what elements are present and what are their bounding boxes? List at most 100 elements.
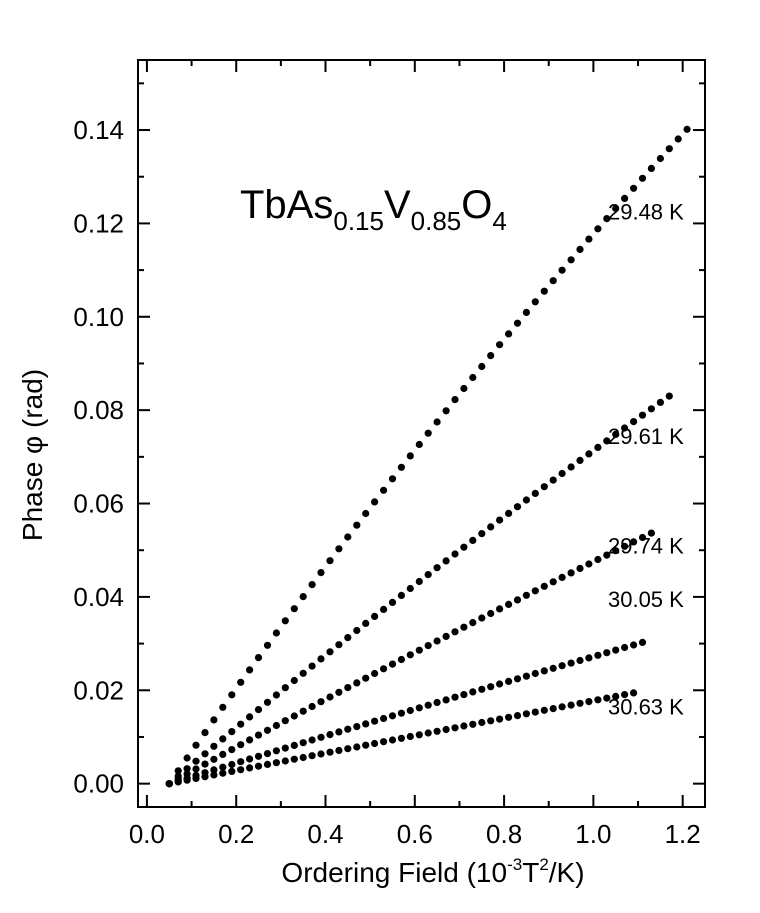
data-point [558, 266, 566, 274]
data-point [612, 692, 620, 701]
data-point [674, 135, 682, 143]
series-1 [165, 392, 673, 788]
data-point [344, 533, 352, 541]
data-point [317, 733, 325, 741]
y-tick-label: 0.08 [73, 395, 124, 425]
data-point [558, 662, 566, 670]
data-point [638, 174, 647, 182]
data-point [228, 746, 236, 754]
xlabel-mid: T [522, 857, 539, 888]
data-point [344, 725, 352, 733]
data-point [246, 666, 254, 674]
data-point [585, 654, 593, 662]
data-point [380, 665, 388, 673]
data-point [442, 632, 450, 641]
data-point [442, 557, 450, 565]
xlabel-sup1: -3 [507, 855, 522, 874]
data-point [576, 656, 584, 665]
series-3 [165, 638, 647, 788]
data-point [621, 691, 629, 699]
data-point [183, 754, 191, 762]
data-point [219, 763, 227, 771]
data-point [397, 655, 405, 664]
data-point [487, 352, 495, 360]
data-point [219, 769, 227, 777]
data-point [567, 701, 575, 709]
data-point [513, 712, 522, 720]
data-point [612, 430, 620, 438]
data-point [308, 736, 316, 744]
data-point [362, 720, 370, 728]
data-point [594, 696, 602, 704]
data-point [380, 738, 388, 746]
data-point [522, 710, 531, 718]
plot-frame [137, 59, 706, 808]
data-point [371, 612, 379, 621]
data-point [388, 475, 397, 483]
data-point [424, 729, 432, 737]
data-point [531, 587, 539, 595]
x-tick-label: 0.8 [486, 819, 522, 849]
data-point [228, 760, 236, 769]
data-point [254, 654, 263, 662]
data-point [263, 726, 272, 734]
title-end: O [461, 183, 492, 227]
data-point [469, 619, 477, 627]
x-axis-label: Ordering Field (10-3T2/K) [281, 855, 584, 888]
data-point [576, 699, 584, 707]
data-point [237, 741, 245, 749]
data-point [397, 709, 405, 717]
data-point [290, 712, 298, 720]
data-point [603, 694, 611, 702]
data-point [299, 707, 307, 715]
data-point [638, 533, 647, 542]
data-point [415, 646, 423, 654]
data-point [335, 641, 343, 649]
data-point [522, 672, 531, 680]
data-point [469, 373, 477, 382]
data-point [326, 693, 334, 701]
data-point [567, 659, 575, 667]
data-point [353, 679, 361, 687]
data-point [326, 731, 334, 739]
series-label: 29.74 K [608, 534, 684, 559]
data-point [505, 713, 513, 721]
series-label: 29.48 K [608, 200, 684, 225]
data-point [344, 684, 352, 692]
data-point [299, 739, 307, 747]
data-point [281, 684, 289, 692]
data-point [585, 698, 593, 706]
data-point [192, 765, 200, 773]
data-point [585, 450, 593, 458]
data-point [442, 696, 450, 704]
data-point [281, 744, 289, 752]
data-point [201, 760, 209, 768]
data-point [451, 628, 459, 636]
data-point [487, 523, 495, 531]
data-point [567, 463, 575, 471]
series-0 [165, 125, 691, 788]
data-point [612, 646, 620, 654]
data-point [522, 496, 531, 504]
data-point [192, 757, 200, 765]
data-point [219, 750, 227, 759]
y-tick-labels: 0.00 0.02 0.04 0.06 0.08 0.10 0.12 0.14 [73, 115, 124, 799]
data-point [460, 623, 468, 631]
data-point [308, 752, 316, 760]
data-point [513, 319, 522, 327]
data-point [228, 691, 236, 699]
data-point [353, 521, 361, 529]
data-point [478, 362, 486, 371]
data-point [254, 752, 263, 760]
data-point [558, 573, 566, 582]
data-point [451, 550, 459, 558]
data-point [201, 773, 209, 781]
data-point [478, 718, 486, 727]
data-point [308, 581, 316, 589]
data-point [549, 705, 557, 713]
data-point [210, 716, 218, 724]
data-point [388, 598, 397, 607]
data-point [540, 667, 548, 675]
data-point [263, 760, 272, 769]
data-point [397, 591, 405, 600]
